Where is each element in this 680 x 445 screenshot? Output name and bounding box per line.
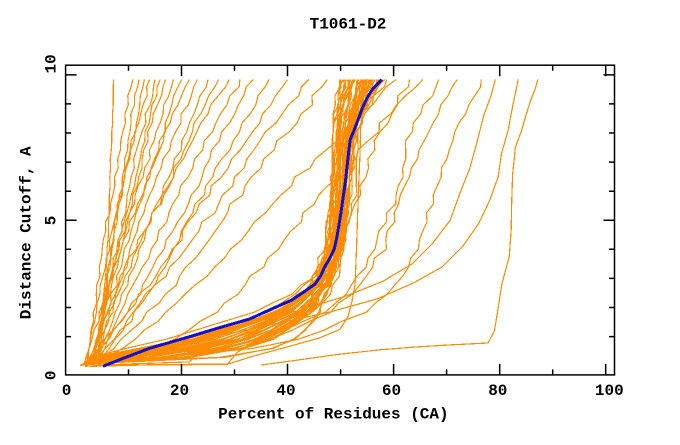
svg-text:80: 80 bbox=[488, 382, 507, 400]
svg-text:10: 10 bbox=[42, 54, 60, 73]
svg-text:100: 100 bbox=[595, 382, 624, 400]
svg-text:5: 5 bbox=[42, 216, 60, 226]
svg-text:60: 60 bbox=[382, 382, 401, 400]
svg-text:0: 0 bbox=[42, 370, 60, 380]
svg-text:Distance Cutoff, A: Distance Cutoff, A bbox=[18, 146, 36, 319]
svg-text:Percent of Residues (CA): Percent of Residues (CA) bbox=[218, 406, 448, 424]
svg-text:T1061-D2: T1061-D2 bbox=[310, 16, 387, 34]
svg-text:20: 20 bbox=[170, 382, 189, 400]
svg-text:0: 0 bbox=[62, 382, 72, 400]
svg-text:40: 40 bbox=[276, 382, 295, 400]
